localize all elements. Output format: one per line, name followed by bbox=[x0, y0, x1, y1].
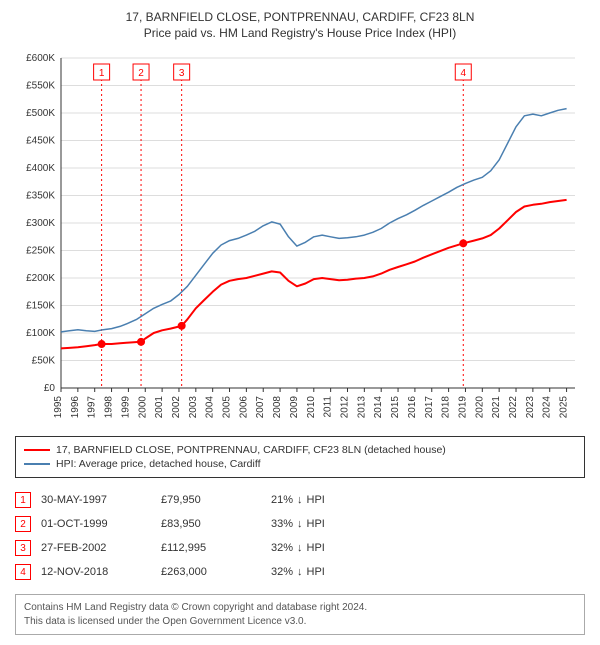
price-chart: £0 £50K £100K £150K £200K £250K £300K £350K £400… bbox=[15, 48, 585, 428]
svg-text:2020: 2020 bbox=[474, 396, 485, 419]
footer-line-1: Contains HM Land Registry data © Crown c… bbox=[24, 601, 576, 615]
svg-text:£100K: £100K bbox=[26, 328, 55, 339]
legend-row: HPI: Average price, detached house, Card… bbox=[24, 457, 576, 471]
svg-text:1: 1 bbox=[99, 68, 105, 79]
svg-text:2004: 2004 bbox=[205, 396, 216, 419]
transaction-date: 01-OCT-1999 bbox=[41, 518, 151, 530]
svg-text:1996: 1996 bbox=[70, 396, 81, 419]
footer-line-2: This data is licensed under the Open Gov… bbox=[24, 615, 576, 629]
svg-text:1997: 1997 bbox=[87, 396, 98, 419]
legend-label: HPI: Average price, detached house, Card… bbox=[56, 458, 261, 470]
legend-label: 17, BARNFIELD CLOSE, PONTPRENNAU, CARDIF… bbox=[56, 444, 446, 456]
chart-svg: £0 £50K £100K £150K £200K £250K £300K £350K £400… bbox=[15, 48, 585, 428]
title-line-2: Price paid vs. HM Land Registry's House … bbox=[8, 26, 592, 40]
svg-text:2022: 2022 bbox=[508, 396, 519, 419]
svg-text:2023: 2023 bbox=[525, 396, 536, 419]
diff-hpi-label: HPI bbox=[307, 566, 325, 578]
diff-percent: 32% bbox=[271, 566, 293, 578]
legend-swatch bbox=[24, 463, 50, 465]
svg-text:1998: 1998 bbox=[104, 396, 115, 419]
svg-text:£550K: £550K bbox=[26, 81, 55, 92]
transaction-price: £79,950 bbox=[161, 494, 261, 506]
svg-text:£300K: £300K bbox=[26, 218, 55, 229]
transaction-marker: 3 bbox=[15, 540, 31, 556]
svg-text:1999: 1999 bbox=[120, 396, 131, 419]
diff-percent: 32% bbox=[271, 542, 293, 554]
transaction-diff: 32% ↓ HPI bbox=[271, 542, 391, 554]
diff-hpi-label: HPI bbox=[307, 542, 325, 554]
svg-text:2006: 2006 bbox=[238, 396, 249, 419]
legend-swatch bbox=[24, 449, 50, 451]
chart-title: 17, BARNFIELD CLOSE, PONTPRENNAU, CARDIF… bbox=[0, 0, 600, 44]
svg-text:2021: 2021 bbox=[491, 396, 502, 419]
diff-percent: 33% bbox=[271, 518, 293, 530]
svg-text:2015: 2015 bbox=[390, 396, 401, 419]
title-line-1: 17, BARNFIELD CLOSE, PONTPRENNAU, CARDIF… bbox=[8, 10, 592, 24]
transaction-price: £263,000 bbox=[161, 566, 261, 578]
svg-text:2016: 2016 bbox=[407, 396, 418, 419]
svg-text:£600K: £600K bbox=[26, 53, 55, 64]
svg-text:£350K: £350K bbox=[26, 191, 55, 202]
down-arrow-icon: ↓ bbox=[297, 494, 303, 506]
svg-text:4: 4 bbox=[460, 68, 466, 79]
svg-text:2009: 2009 bbox=[289, 396, 300, 419]
svg-text:£250K: £250K bbox=[26, 246, 55, 257]
svg-text:2000: 2000 bbox=[137, 396, 148, 419]
svg-text:£50K: £50K bbox=[32, 356, 56, 367]
transaction-diff: 32% ↓ HPI bbox=[271, 566, 391, 578]
svg-text:1995: 1995 bbox=[53, 396, 64, 419]
transaction-date: 30-MAY-1997 bbox=[41, 494, 151, 506]
svg-text:2025: 2025 bbox=[559, 396, 570, 419]
transaction-date: 12-NOV-2018 bbox=[41, 566, 151, 578]
svg-text:£0: £0 bbox=[44, 383, 56, 394]
transaction-row: 3 27-FEB-2002 £112,995 32% ↓ HPI bbox=[15, 536, 585, 560]
svg-text:£400K: £400K bbox=[26, 163, 55, 174]
svg-text:£150K: £150K bbox=[26, 301, 55, 312]
transaction-row: 4 12-NOV-2018 £263,000 32% ↓ HPI bbox=[15, 560, 585, 584]
svg-text:2007: 2007 bbox=[255, 396, 266, 419]
svg-text:2012: 2012 bbox=[339, 396, 350, 419]
svg-text:2010: 2010 bbox=[306, 396, 317, 419]
svg-text:£500K: £500K bbox=[26, 108, 55, 119]
transaction-marker: 1 bbox=[15, 492, 31, 508]
transaction-price: £112,995 bbox=[161, 542, 261, 554]
svg-text:2019: 2019 bbox=[457, 396, 468, 419]
svg-text:2013: 2013 bbox=[356, 396, 367, 419]
diff-hpi-label: HPI bbox=[307, 518, 325, 530]
svg-text:2003: 2003 bbox=[188, 396, 199, 419]
diff-percent: 21% bbox=[271, 494, 293, 506]
svg-text:3: 3 bbox=[179, 68, 185, 79]
svg-text:2001: 2001 bbox=[154, 396, 165, 419]
down-arrow-icon: ↓ bbox=[297, 518, 303, 530]
diff-hpi-label: HPI bbox=[307, 494, 325, 506]
svg-text:2008: 2008 bbox=[272, 396, 283, 419]
svg-text:£200K: £200K bbox=[26, 273, 55, 284]
transaction-row: 1 30-MAY-1997 £79,950 21% ↓ HPI bbox=[15, 488, 585, 512]
svg-text:2002: 2002 bbox=[171, 396, 182, 419]
down-arrow-icon: ↓ bbox=[297, 566, 303, 578]
transaction-price: £83,950 bbox=[161, 518, 261, 530]
transaction-marker: 2 bbox=[15, 516, 31, 532]
transaction-row: 2 01-OCT-1999 £83,950 33% ↓ HPI bbox=[15, 512, 585, 536]
legend-row: 17, BARNFIELD CLOSE, PONTPRENNAU, CARDIF… bbox=[24, 443, 576, 457]
transaction-diff: 33% ↓ HPI bbox=[271, 518, 391, 530]
legend: 17, BARNFIELD CLOSE, PONTPRENNAU, CARDIF… bbox=[15, 436, 585, 478]
down-arrow-icon: ↓ bbox=[297, 542, 303, 554]
attribution-footer: Contains HM Land Registry data © Crown c… bbox=[15, 594, 585, 635]
svg-text:2024: 2024 bbox=[542, 396, 553, 419]
svg-text:2018: 2018 bbox=[441, 396, 452, 419]
svg-text:2017: 2017 bbox=[424, 396, 435, 419]
transaction-marker: 4 bbox=[15, 564, 31, 580]
svg-text:2: 2 bbox=[138, 68, 144, 79]
svg-text:2011: 2011 bbox=[323, 396, 334, 418]
transactions-table: 1 30-MAY-1997 £79,950 21% ↓ HPI 2 01-OCT-1999 £8… bbox=[15, 488, 585, 584]
svg-text:2014: 2014 bbox=[373, 396, 384, 419]
transaction-date: 27-FEB-2002 bbox=[41, 542, 151, 554]
svg-text:£450K: £450K bbox=[26, 136, 55, 147]
transaction-diff: 21% ↓ HPI bbox=[271, 494, 391, 506]
svg-text:2005: 2005 bbox=[222, 396, 233, 419]
